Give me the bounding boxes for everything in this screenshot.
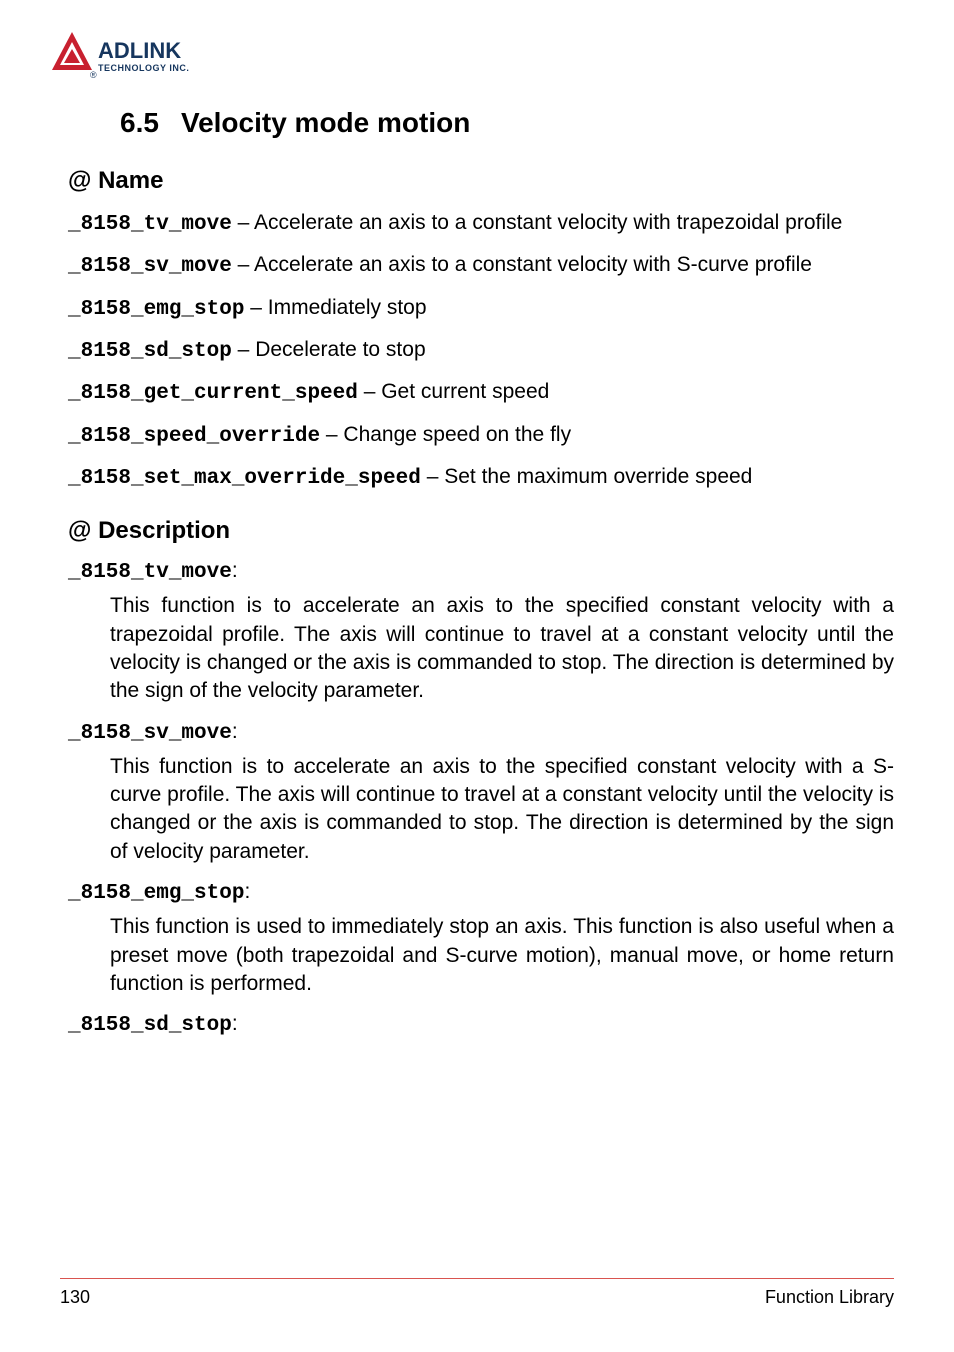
- section-title: 6.5 Velocity mode motion: [120, 107, 894, 139]
- desc-body: This function is to accelerate an axis t…: [110, 592, 894, 705]
- descriptions-block: _8158_tv_move: This function is to accel…: [68, 559, 894, 1037]
- name-entry: _8158_set_max_override_speed – Set the m…: [68, 463, 894, 493]
- fn-sep: –: [232, 211, 254, 234]
- desc-body: This function is to accelerate an axis t…: [110, 753, 894, 866]
- description-heading: @ Description: [68, 517, 894, 545]
- name-entry: _8158_tv_move – Accelerate an axis to a …: [68, 209, 894, 239]
- colon: :: [244, 880, 250, 903]
- fn-sep: –: [421, 465, 444, 488]
- fn-name: _8158_sd_stop: [68, 1014, 232, 1037]
- section-title-text: Velocity mode motion: [181, 107, 470, 138]
- colon: :: [232, 559, 238, 582]
- desc-fn-label: _8158_emg_stop:: [68, 880, 894, 905]
- desc-fn-label: _8158_sd_stop:: [68, 1012, 894, 1037]
- logo-svg: ADLINK TECHNOLOGY INC. ®: [48, 30, 228, 82]
- fn-name: _8158_emg_stop: [68, 298, 244, 321]
- fn-desc: Decelerate to stop: [255, 338, 425, 361]
- logo-subtitle-text: TECHNOLOGY INC.: [98, 63, 189, 73]
- name-entry: _8158_sv_move – Accelerate an axis to a …: [68, 251, 894, 281]
- logo-regmark: ®: [90, 70, 97, 80]
- desc-fn-label: _8158_sv_move:: [68, 720, 894, 745]
- fn-name: _8158_tv_move: [68, 561, 232, 584]
- page-number: 130: [60, 1287, 90, 1308]
- section-number: 6.5: [120, 107, 159, 139]
- fn-sep: –: [232, 338, 255, 361]
- name-entry: _8158_sd_stop – Decelerate to stop: [68, 336, 894, 366]
- fn-sep: –: [358, 380, 381, 403]
- fn-name: _8158_get_current_speed: [68, 382, 358, 405]
- name-entry: _8158_get_current_speed – Get current sp…: [68, 378, 894, 408]
- fn-name: _8158_emg_stop: [68, 882, 244, 905]
- fn-name: _8158_sv_move: [68, 722, 232, 745]
- brand-logo: ADLINK TECHNOLOGY INC. ®: [48, 30, 894, 87]
- logo-brand-text: ADLINK: [98, 38, 181, 63]
- fn-sep: –: [320, 423, 343, 446]
- fn-name: _8158_set_max_override_speed: [68, 467, 421, 490]
- desc-fn-label: _8158_tv_move:: [68, 559, 894, 584]
- fn-name: _8158_sv_move: [68, 255, 232, 278]
- fn-name: _8158_speed_override: [68, 425, 320, 448]
- fn-desc: Accelerate an axis to a constant velocit…: [254, 253, 812, 276]
- fn-sep: –: [244, 296, 267, 319]
- fn-desc: Get current speed: [381, 380, 549, 403]
- colon: :: [232, 720, 238, 743]
- fn-name: _8158_tv_move: [68, 213, 232, 236]
- name-heading: @ Name: [68, 167, 894, 195]
- name-entry: _8158_emg_stop – Immediately stop: [68, 294, 894, 324]
- footer-label: Function Library: [765, 1287, 894, 1308]
- fn-name: _8158_sd_stop: [68, 340, 232, 363]
- name-entry: _8158_speed_override – Change speed on t…: [68, 421, 894, 451]
- fn-desc: Set the maximum override speed: [444, 465, 752, 488]
- desc-body: This function is used to immediately sto…: [110, 913, 894, 998]
- fn-desc: Change speed on the fly: [343, 423, 571, 446]
- fn-desc: Immediately stop: [268, 296, 427, 319]
- names-block: _8158_tv_move – Accelerate an axis to a …: [68, 209, 894, 493]
- page-container: ADLINK TECHNOLOGY INC. ® 6.5 Velocity mod…: [0, 0, 954, 1037]
- colon: :: [232, 1012, 238, 1035]
- fn-sep: –: [232, 253, 254, 276]
- page-footer: 130 Function Library: [60, 1278, 894, 1308]
- fn-desc: Accelerate an axis to a constant velocit…: [254, 211, 842, 234]
